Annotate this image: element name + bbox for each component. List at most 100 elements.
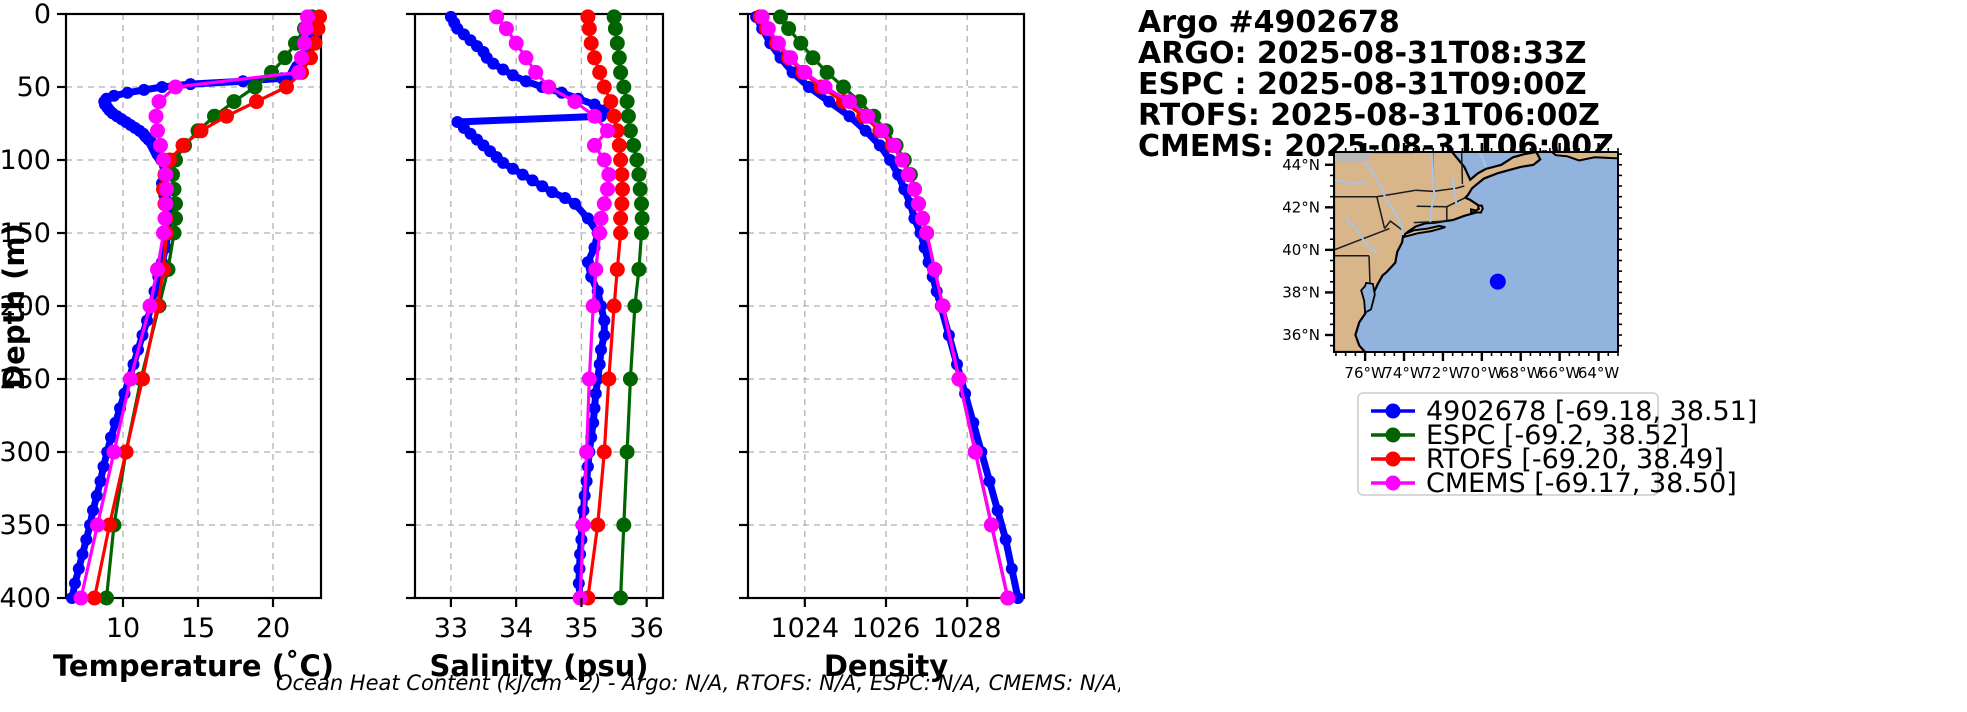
map-lon-label: 74°W xyxy=(1383,364,1425,382)
series-marker xyxy=(581,212,594,225)
header-line-2: ESPC : 2025-08-31T09:00Z xyxy=(1138,67,1587,102)
series-marker xyxy=(516,168,529,181)
series-marker xyxy=(153,137,168,153)
series-marker xyxy=(587,108,602,124)
series-marker xyxy=(1005,562,1018,575)
series-marker xyxy=(300,9,315,25)
x-tick-label: 1028 xyxy=(933,613,1002,644)
series-marker xyxy=(613,64,629,80)
series-marker xyxy=(898,183,911,196)
series-marker xyxy=(106,444,122,460)
series-marker xyxy=(842,94,857,110)
series-marker xyxy=(573,562,586,575)
series-marker xyxy=(102,517,117,533)
series-marker xyxy=(634,210,650,226)
series-marker xyxy=(614,167,630,183)
series-marker xyxy=(588,402,601,415)
x-tick-label: 36 xyxy=(630,613,664,644)
series-marker xyxy=(526,174,539,187)
series-marker xyxy=(911,196,926,212)
y-axis-title: Depth (m) xyxy=(0,223,31,389)
map-long-island xyxy=(1404,224,1446,239)
series-marker xyxy=(581,21,597,37)
series-marker xyxy=(600,181,615,197)
series-line-temperature xyxy=(104,15,314,600)
series-marker xyxy=(927,262,943,277)
series-marker xyxy=(506,162,519,175)
series-marker xyxy=(611,50,627,66)
x-tick-label: 34 xyxy=(499,613,533,644)
series-marker xyxy=(999,533,1012,546)
legend-box xyxy=(1357,392,1659,496)
map-nova-scotia xyxy=(1550,152,1618,162)
series-marker xyxy=(175,137,191,153)
series-marker xyxy=(158,167,174,183)
series-marker xyxy=(518,50,534,66)
legend-marker-rtofs xyxy=(1385,451,1401,467)
map-float-marker[interactable] xyxy=(1489,273,1506,290)
series-marker xyxy=(148,108,164,124)
series-marker xyxy=(616,517,632,533)
series-line-temperature xyxy=(92,15,322,600)
map-state-border xyxy=(1376,196,1386,229)
series-marker xyxy=(87,590,102,606)
legend-item-cmems[interactable]: CMEMS [-69.17, 38.50] xyxy=(1371,468,1737,499)
panel-temperature: 0 50 100 150 200 250 300 350 400 10 15 20 xyxy=(0,0,327,644)
series-marker xyxy=(574,548,587,561)
series-marker xyxy=(588,98,601,111)
series-marker xyxy=(69,577,81,590)
series-marker xyxy=(168,79,183,95)
series-marker xyxy=(546,186,559,199)
series-marker xyxy=(754,9,770,25)
series-marker xyxy=(150,123,165,139)
series-marker xyxy=(614,196,630,212)
series-marker xyxy=(797,64,813,80)
series-marker xyxy=(915,210,930,226)
series-marker xyxy=(616,79,632,95)
series-marker xyxy=(823,95,836,108)
map-river xyxy=(1334,178,1368,185)
series-marker xyxy=(159,181,174,197)
legend-marker-espc xyxy=(1385,427,1401,443)
series-marker xyxy=(498,21,514,37)
y-tick-label: 400 xyxy=(0,583,51,614)
legend-item-espc[interactable]: ESPC [-69.2, 38.52] xyxy=(1371,420,1689,451)
series-marker xyxy=(1000,590,1016,606)
map-frame xyxy=(1333,151,1619,353)
x-tick-label: 35 xyxy=(564,613,598,644)
series-marker xyxy=(581,371,597,387)
series-marker xyxy=(620,108,636,124)
series-marker xyxy=(843,110,856,123)
series-marker xyxy=(967,444,983,460)
series-marker xyxy=(567,94,583,110)
series-marker xyxy=(892,168,905,181)
series-marker xyxy=(634,225,649,241)
map-river xyxy=(1344,217,1378,254)
series-marker xyxy=(193,123,209,139)
series-marker xyxy=(984,517,999,533)
series-marker xyxy=(596,79,612,95)
series-marker xyxy=(773,9,788,25)
series-marker xyxy=(817,79,833,95)
header-line-3: RTOFS: 2025-08-31T06:00Z xyxy=(1138,98,1600,133)
series-marker xyxy=(935,298,951,314)
series-marker xyxy=(138,83,150,96)
series-marker xyxy=(615,181,630,197)
legend-item-argo[interactable]: 4902678 [-69.18, 38.51] xyxy=(1371,396,1757,427)
series-marker xyxy=(631,262,647,277)
legend-marker-cmems xyxy=(1385,475,1401,491)
series-marker xyxy=(609,262,625,277)
panel-salinity: 33 34 35 36 xyxy=(406,9,665,644)
series-marker xyxy=(629,152,645,168)
series-marker xyxy=(519,75,532,88)
x-tick-label: 15 xyxy=(181,613,215,644)
series-marker xyxy=(572,590,588,606)
series-marker xyxy=(219,108,234,124)
series-marker xyxy=(506,69,519,82)
legend-item-rtofs[interactable]: RTOFS [-69.20, 38.49] xyxy=(1371,444,1724,475)
series-marker xyxy=(613,210,629,226)
map-river xyxy=(1429,152,1436,223)
series-marker xyxy=(80,533,93,546)
series-marker xyxy=(118,444,134,460)
